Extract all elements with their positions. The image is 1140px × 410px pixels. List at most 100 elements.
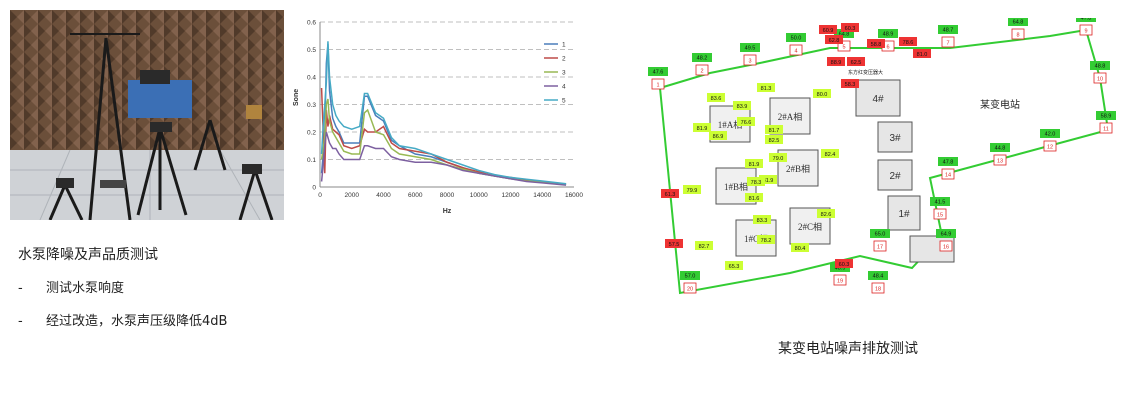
inner-value: 79.9 (687, 188, 698, 194)
x-tick-labels: 0 2000 4000 6000 8000 10000 12000 14000 16000 (318, 192, 583, 199)
measurement-point-marker (837, 40, 851, 52)
measurement-value: 41.5 (935, 200, 946, 206)
measurement-point-marker (941, 36, 955, 48)
exceed-value-badge (847, 57, 865, 66)
measurement-point-id: 7 (946, 41, 949, 47)
x-tick-label: 4000 (376, 192, 391, 199)
measurement-point-id: 6 (886, 45, 889, 51)
inner-value-badge (757, 235, 775, 244)
measurement-point-id: 8 (1016, 33, 1019, 39)
measurement-value-badge (930, 197, 950, 206)
series-line-5 (320, 41, 567, 185)
measurement-point-id: 4 (794, 49, 797, 55)
measurement-value-badge (878, 29, 898, 38)
x-tick-label: 6000 (408, 192, 423, 199)
exceed-value: 57.5 (669, 242, 680, 248)
measurement-value-badge (1096, 111, 1116, 120)
measurement-value-badge (786, 33, 806, 42)
bullet-text: 经过改造，水泵声压级降低4dB (46, 314, 228, 329)
measurement-value: 47.8 (943, 160, 954, 166)
inner-value: 83.9 (737, 104, 748, 110)
measurement-point-marker (933, 208, 947, 220)
exceed-value-badge (665, 239, 683, 248)
inner-value-badge (745, 193, 763, 202)
loudness-chart: 0 0.1 0.2 0.3 0.4 0.5 0.6 0 2000 4000 6000 8000 100… (292, 14, 594, 222)
transformer-box (855, 79, 901, 117)
measurement-value: 64.8 (1013, 20, 1024, 26)
measurement-value-badge (1008, 17, 1028, 26)
measurement-point-marker (651, 78, 665, 90)
x-tick-label: 0 (318, 192, 322, 199)
measurement-value: 48.8 (1095, 64, 1106, 70)
y-tick-label: 0.5 (307, 47, 316, 54)
bullet-item-1: - 测试水泵响度 (18, 277, 124, 296)
measurement-point-marker (871, 282, 885, 294)
chart-legend: 1 2 3 4 5 (544, 42, 566, 105)
legend-label-1: 1 (562, 42, 566, 49)
measurement-point-id: 17 (877, 245, 883, 251)
inner-value-badge (791, 243, 809, 252)
bullet-dash: - (18, 314, 23, 329)
measurement-value: 57.0 (685, 274, 696, 280)
measurement-point-marker (1079, 24, 1093, 36)
exceed-value: 58.3 (845, 82, 856, 88)
measurement-point-marker (941, 168, 955, 180)
y-tick-label: 0 (312, 185, 316, 192)
measurement-value-badge (692, 53, 712, 62)
inner-value-badge (683, 185, 701, 194)
measurement-points: 1 47.6 2 48.2 3 49.5 4 50.0 5 64.8 6 48.9 7 48.7 8 64.8… (648, 13, 1116, 294)
exceed-value: 62.8 (829, 38, 840, 44)
x-tick-label: 16000 (565, 192, 583, 199)
measurement-point-id: 14 (945, 173, 951, 179)
chart-gridlines (320, 21, 574, 160)
measurement-point-marker (743, 54, 757, 66)
inner-value-badge (725, 261, 743, 270)
exceed-value: 78.6 (903, 40, 914, 46)
measurement-value-badge (870, 229, 890, 238)
measurement-point-marker (993, 154, 1007, 166)
inner-value-badge (745, 159, 763, 168)
measurement-value: 50.0 (791, 36, 802, 42)
measurement-point-marker (695, 64, 709, 76)
exceed-value: 62.5 (851, 60, 862, 66)
measurement-value: 48.7 (943, 28, 954, 34)
inner-value: 82.5 (769, 138, 780, 144)
measurement-value-badge (936, 229, 956, 238)
series-line-2 (320, 87, 567, 185)
measurement-value-badge (1040, 129, 1060, 138)
inner-value-badge (693, 123, 711, 132)
y-tick-label: 0.3 (307, 102, 316, 109)
inner-value: 81.3 (761, 86, 772, 92)
measurement-point-marker (833, 274, 847, 286)
measurement-point-marker (789, 44, 803, 56)
inner-value: 81.9 (763, 178, 774, 184)
measurement-value-badge (834, 29, 854, 38)
exceed-value-badge (841, 79, 859, 88)
inner-value: 80.4 (795, 246, 806, 252)
loudness-chart-svg: 0 0.1 0.2 0.3 0.4 0.5 0.6 0 2000 4000 6000 8000 100… (293, 20, 583, 216)
inner-value: 80.0 (817, 92, 828, 98)
measurement-value: 48.4 (873, 274, 884, 280)
exceed-value: 60.3 (845, 26, 856, 32)
inner-value: 81.6 (749, 196, 760, 202)
measurement-point-id: 16 (943, 245, 949, 251)
chart-series (320, 41, 567, 186)
inner-value: 81.7 (769, 128, 780, 134)
legend-label-2: 2 (562, 56, 566, 63)
site-boundary (659, 28, 1110, 295)
inner-value-badge (695, 241, 713, 250)
substation-test-caption: 某变电站噪声排放测试 (778, 341, 918, 357)
inner-value-badge (821, 149, 839, 158)
inner-value-badge (769, 153, 787, 162)
inner-value-badge (753, 215, 771, 224)
inner-value: 86.9 (713, 134, 724, 140)
inner-value: 78.3 (751, 180, 762, 186)
phase-group-box (777, 149, 819, 187)
inner-value-badge (747, 177, 765, 186)
legend-label-3: 3 (562, 70, 566, 77)
measurement-point-id: 9 (1084, 29, 1087, 35)
x-tick-label: 14000 (533, 192, 551, 199)
inner-value-badge (737, 117, 755, 126)
measurement-value: 42.0 (1045, 132, 1056, 138)
exceed-value-badge (913, 49, 931, 58)
